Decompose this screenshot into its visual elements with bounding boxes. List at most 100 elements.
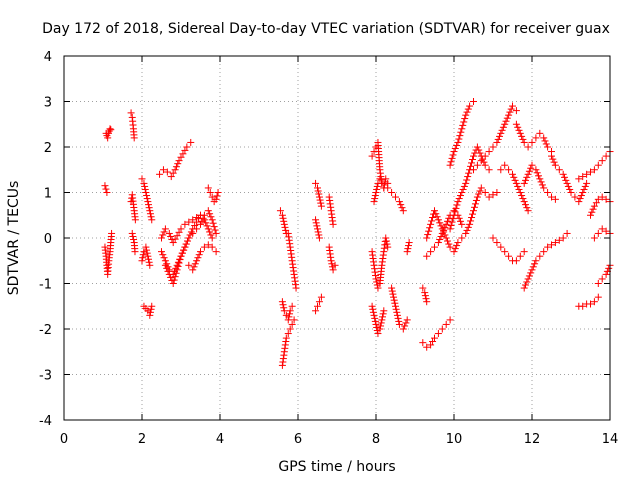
data-point <box>331 261 339 269</box>
data-point <box>313 222 321 230</box>
data-point <box>197 248 204 256</box>
data-point <box>314 302 321 310</box>
data-point <box>421 289 429 297</box>
data-point <box>292 284 300 292</box>
data-point <box>473 143 481 151</box>
data-point <box>510 173 518 181</box>
y-tick-label: -3 <box>39 369 52 384</box>
data-point <box>378 316 386 324</box>
data-point <box>165 229 173 237</box>
data-point <box>481 152 489 160</box>
data-point <box>448 154 456 162</box>
data-point <box>476 187 484 195</box>
data-point <box>389 290 397 298</box>
data-point <box>503 114 511 122</box>
data-point <box>282 334 290 342</box>
data-point <box>575 175 583 183</box>
data-point <box>165 270 173 278</box>
data-point <box>580 185 588 193</box>
data-point <box>127 109 135 117</box>
data-point <box>537 178 545 186</box>
data-point <box>466 220 474 228</box>
data-point <box>515 126 523 134</box>
data-point <box>329 220 337 228</box>
data-point <box>286 310 294 318</box>
data-point <box>583 170 591 178</box>
data-point <box>392 193 399 201</box>
data-point <box>145 204 153 212</box>
data-point <box>452 204 460 212</box>
data-point <box>437 222 445 230</box>
data-point <box>453 141 461 149</box>
data-point <box>198 217 206 225</box>
data-point <box>143 192 151 200</box>
data-point <box>207 213 215 221</box>
data-point <box>456 132 464 140</box>
data-point <box>377 322 385 330</box>
data-point <box>426 224 434 232</box>
data-point <box>285 313 293 321</box>
data-point <box>376 175 384 183</box>
data-point <box>206 210 214 218</box>
data-point <box>315 190 323 198</box>
data-point <box>377 319 385 327</box>
y-tick-label: 3 <box>44 96 52 111</box>
data-point <box>197 220 204 228</box>
data-point <box>540 134 548 142</box>
data-point <box>164 267 172 275</box>
data-point <box>388 287 396 295</box>
data-point <box>447 221 455 229</box>
data-point <box>594 195 602 203</box>
data-point <box>314 228 322 236</box>
data-point <box>130 134 138 142</box>
data-point <box>497 129 505 137</box>
data-point <box>373 182 381 190</box>
data-point <box>169 280 177 287</box>
data-point <box>531 260 539 268</box>
data-point <box>371 314 379 322</box>
data-point <box>481 189 489 196</box>
data-point <box>181 243 189 251</box>
data-point <box>145 258 153 266</box>
data-point <box>551 161 559 169</box>
data-point <box>587 211 594 219</box>
data-point <box>131 248 139 256</box>
data-point <box>520 284 528 292</box>
data-point <box>464 105 472 113</box>
data-point <box>583 179 591 187</box>
data-point <box>505 252 513 260</box>
data-point <box>581 182 589 190</box>
data-point <box>516 189 524 196</box>
data-point <box>194 254 202 262</box>
data-point <box>468 159 476 167</box>
data-point <box>475 146 483 154</box>
data-point <box>315 298 323 306</box>
data-point <box>515 185 523 193</box>
data-point <box>533 169 541 177</box>
data-point <box>489 143 497 151</box>
data-point <box>509 102 516 110</box>
data-point <box>187 228 195 236</box>
data-point <box>419 339 427 347</box>
data-point <box>214 189 222 196</box>
data-point <box>516 129 524 137</box>
data-point <box>442 220 450 228</box>
data-point <box>512 179 520 187</box>
data-point <box>372 275 380 283</box>
data-point <box>423 343 431 351</box>
data-point <box>446 316 454 324</box>
data-point <box>451 208 459 216</box>
data-point <box>496 132 503 140</box>
data-point <box>171 273 179 281</box>
data-point <box>523 204 531 212</box>
data-point <box>498 126 506 134</box>
data-point <box>203 222 211 230</box>
data-point <box>158 234 165 242</box>
data-point <box>315 231 323 239</box>
data-point <box>457 128 465 136</box>
x-tick-label: 12 <box>524 432 541 447</box>
data-point <box>548 193 555 201</box>
data-point <box>395 320 403 328</box>
data-point <box>181 220 189 228</box>
data-point <box>455 214 463 222</box>
